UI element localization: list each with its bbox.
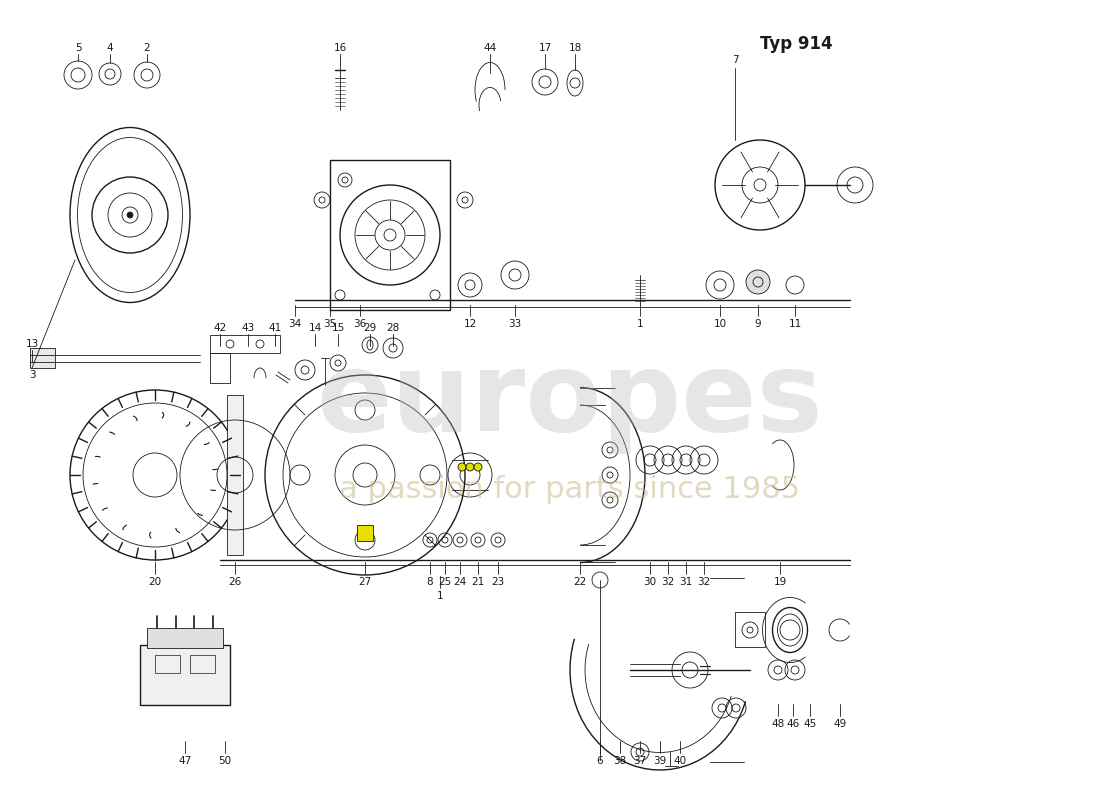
Text: 11: 11 <box>789 319 802 329</box>
Text: 32: 32 <box>697 577 711 587</box>
Bar <box>735 612 764 647</box>
Text: 1: 1 <box>437 591 443 601</box>
Text: 45: 45 <box>803 719 816 729</box>
Circle shape <box>466 463 474 471</box>
Text: 40: 40 <box>673 756 686 766</box>
Text: 13: 13 <box>25 339 39 349</box>
Text: 33: 33 <box>508 319 521 329</box>
Bar <box>190 655 214 673</box>
Text: 29: 29 <box>363 323 376 333</box>
Text: 36: 36 <box>353 319 366 329</box>
Text: 43: 43 <box>241 323 254 333</box>
Bar <box>210 353 230 383</box>
Text: 25: 25 <box>439 577 452 587</box>
Text: 27: 27 <box>359 577 372 587</box>
Circle shape <box>746 270 770 294</box>
Text: europes: europes <box>317 346 824 454</box>
Text: 41: 41 <box>268 323 282 333</box>
Text: 5: 5 <box>75 43 81 53</box>
Text: 22: 22 <box>573 577 586 587</box>
Bar <box>30 348 55 368</box>
Text: 16: 16 <box>333 43 346 53</box>
Text: 31: 31 <box>680 577 693 587</box>
Text: 42: 42 <box>213 323 227 333</box>
Text: 26: 26 <box>229 577 242 587</box>
Text: 49: 49 <box>834 719 847 729</box>
Circle shape <box>474 463 482 471</box>
Text: 15: 15 <box>331 323 344 333</box>
Text: 46: 46 <box>786 719 800 729</box>
Text: 39: 39 <box>653 756 667 766</box>
Text: 3: 3 <box>29 370 35 380</box>
Text: 6: 6 <box>596 756 603 766</box>
Text: 19: 19 <box>773 577 786 587</box>
Text: 48: 48 <box>771 719 784 729</box>
Text: 30: 30 <box>644 577 657 587</box>
Text: 17: 17 <box>538 43 551 53</box>
Text: 18: 18 <box>569 43 582 53</box>
Text: 24: 24 <box>453 577 466 587</box>
Bar <box>358 525 373 541</box>
Bar <box>330 160 450 310</box>
Text: 28: 28 <box>386 323 399 333</box>
Text: 8: 8 <box>427 577 433 587</box>
Text: 37: 37 <box>634 756 647 766</box>
Bar <box>210 335 280 353</box>
Text: 20: 20 <box>148 577 162 587</box>
Bar <box>140 645 230 705</box>
Text: 23: 23 <box>492 577 505 587</box>
Circle shape <box>458 463 466 471</box>
Text: 38: 38 <box>614 756 627 766</box>
Text: 10: 10 <box>714 319 727 329</box>
Text: 32: 32 <box>661 577 674 587</box>
Text: 14: 14 <box>308 323 321 333</box>
Text: Typ 914: Typ 914 <box>760 35 833 53</box>
Text: 12: 12 <box>463 319 476 329</box>
Text: a passion for parts since 1985: a passion for parts since 1985 <box>340 475 801 505</box>
Text: 47: 47 <box>178 756 191 766</box>
Text: 35: 35 <box>323 319 337 329</box>
Text: 7: 7 <box>732 55 738 65</box>
Text: 9: 9 <box>755 319 761 329</box>
Circle shape <box>126 212 133 218</box>
Bar <box>147 628 223 648</box>
Text: 2: 2 <box>144 43 151 53</box>
Text: 50: 50 <box>219 756 232 766</box>
Bar <box>155 655 180 673</box>
Text: 1: 1 <box>637 319 644 329</box>
Bar <box>227 395 243 555</box>
Text: 21: 21 <box>472 577 485 587</box>
Text: 34: 34 <box>288 319 301 329</box>
Text: 4: 4 <box>107 43 113 53</box>
Text: 44: 44 <box>483 43 496 53</box>
